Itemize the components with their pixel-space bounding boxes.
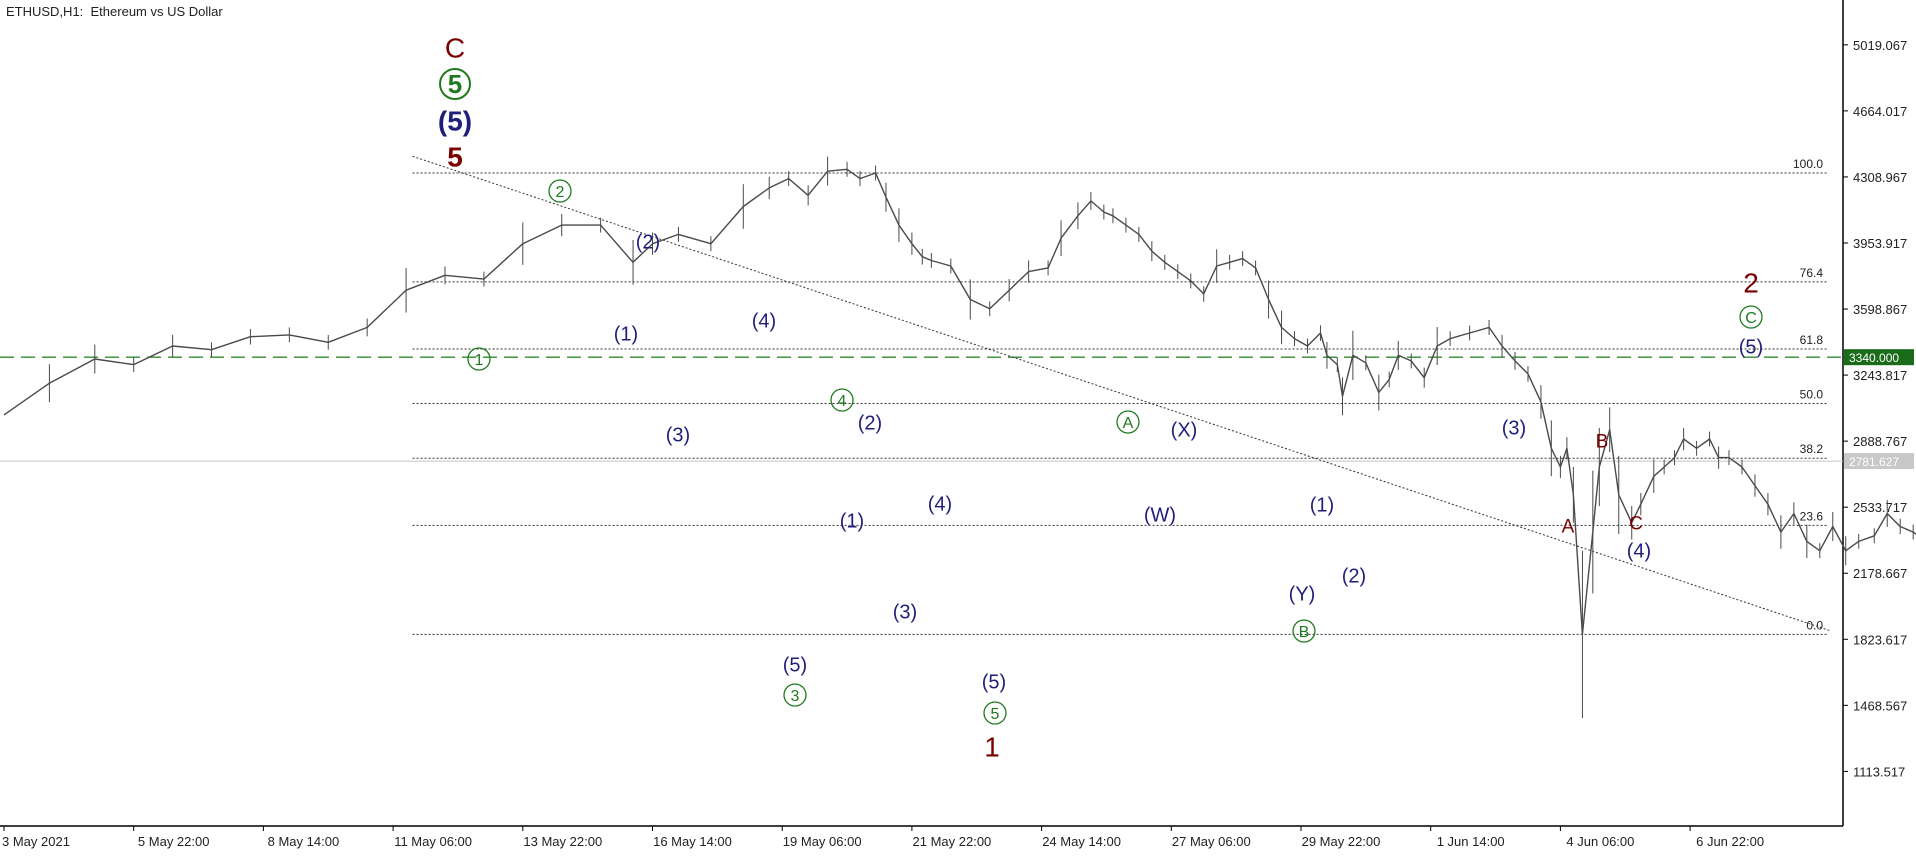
x-tick-label: 27 May 06:00 bbox=[1172, 834, 1251, 849]
x-tick-label: 8 May 14:00 bbox=[268, 834, 340, 849]
wave-label: B bbox=[1299, 624, 1310, 641]
fib-level-label: 76.4 bbox=[1800, 266, 1824, 280]
y-tick-label: 2178.667 bbox=[1853, 566, 1907, 581]
wave-label-circle bbox=[1739, 305, 1763, 329]
fib-level-label: 61.8 bbox=[1800, 333, 1824, 347]
current-price-badge-label: 2781.627 bbox=[1849, 455, 1899, 469]
wave-label-circle bbox=[983, 701, 1007, 725]
wave-label: (X) bbox=[1171, 420, 1198, 442]
wave-label: C bbox=[1745, 310, 1757, 327]
y-tick-label: 4664.017 bbox=[1853, 104, 1907, 119]
wave-label: (5) bbox=[1739, 337, 1763, 359]
wave-label: 5 bbox=[447, 141, 463, 172]
chart-title: ETHUSD,H1: Ethereum vs US Dollar bbox=[6, 4, 223, 19]
wave-label: (3) bbox=[666, 425, 690, 447]
target-level-badge bbox=[1844, 349, 1914, 366]
wave-label: 3 bbox=[791, 688, 800, 705]
wave-label-circle bbox=[548, 179, 572, 203]
x-tick-label: 29 May 22:00 bbox=[1302, 834, 1381, 849]
wave-label: 1 bbox=[475, 352, 484, 369]
wave-label: A bbox=[1123, 415, 1134, 432]
x-tick-label: 6 Jun 22:00 bbox=[1696, 834, 1764, 849]
wave-label: 5 bbox=[991, 706, 1000, 723]
x-tick-label: 1 Jun 14:00 bbox=[1437, 834, 1505, 849]
x-tick-label: 11 May 06:00 bbox=[394, 834, 472, 849]
wave-label: A bbox=[1562, 516, 1575, 537]
target-level-badge-label: 3340.000 bbox=[1849, 351, 1899, 365]
wave-label: (5) bbox=[783, 655, 807, 677]
x-tick-label: 24 May 14:00 bbox=[1042, 834, 1121, 849]
wave-label: C bbox=[1629, 513, 1643, 534]
wave-label: (W) bbox=[1144, 505, 1176, 527]
wave-label-circle bbox=[467, 347, 491, 371]
wave-label: (2) bbox=[858, 413, 882, 435]
wave-label-circle bbox=[783, 683, 807, 707]
current-price-badge bbox=[1844, 453, 1914, 470]
wave-label: (2) bbox=[636, 232, 660, 254]
y-tick-label: 1113.517 bbox=[1853, 764, 1905, 779]
wave-label: 4 bbox=[838, 393, 847, 410]
x-tick-label: 21 May 22:00 bbox=[913, 834, 992, 849]
y-tick-label: 4308.967 bbox=[1853, 170, 1907, 185]
y-tick-label: 1823.617 bbox=[1853, 632, 1907, 647]
wave-label: 2 bbox=[1743, 267, 1759, 298]
x-tick-label: 16 May 14:00 bbox=[653, 834, 732, 849]
wave-label: (3) bbox=[1502, 418, 1526, 440]
x-tick-label: 4 Jun 06:00 bbox=[1566, 834, 1634, 849]
wave-label: (1) bbox=[840, 511, 864, 533]
wave-label: (5) bbox=[438, 105, 472, 136]
y-tick-label: 3598.867 bbox=[1853, 302, 1907, 317]
wave-label: (5) bbox=[982, 672, 1006, 694]
y-tick-label: 3953.917 bbox=[1853, 236, 1907, 251]
wave-label: C bbox=[445, 32, 465, 63]
fib-level-label: 23.6 bbox=[1800, 509, 1824, 523]
fib-level-label: 100.0 bbox=[1793, 157, 1823, 171]
wave-label: (2) bbox=[1342, 566, 1366, 588]
fib-level-label: 0.0 bbox=[1806, 618, 1823, 632]
price-series-line bbox=[3, 168, 1916, 636]
wave-label: 5 bbox=[448, 69, 462, 99]
y-tick-label: 3243.817 bbox=[1853, 368, 1907, 383]
y-tick-label: 2888.767 bbox=[1853, 434, 1907, 449]
wave-label: (3) bbox=[893, 602, 917, 624]
wave-label-circle bbox=[1116, 410, 1140, 434]
x-tick-label: 19 May 06:00 bbox=[783, 834, 862, 849]
x-tick-label: 13 May 22:00 bbox=[523, 834, 602, 849]
wave-label: (1) bbox=[1310, 495, 1334, 517]
wave-label: (4) bbox=[752, 311, 776, 333]
y-tick-label: 1468.567 bbox=[1853, 698, 1907, 713]
wave-label: B bbox=[1596, 431, 1609, 452]
fib-level-label: 50.0 bbox=[1800, 388, 1824, 402]
wave-label-circle bbox=[830, 388, 854, 412]
y-tick-label: 5019.067 bbox=[1853, 38, 1907, 53]
x-tick-label: 3 May 2021 bbox=[2, 834, 70, 849]
wave-label-circle bbox=[439, 68, 471, 100]
wave-label: (4) bbox=[928, 494, 952, 516]
trendline bbox=[412, 155, 1831, 632]
wave-label: (4) bbox=[1627, 541, 1651, 563]
y-tick-label: 2533.717 bbox=[1853, 500, 1907, 515]
wave-label: 1 bbox=[984, 731, 1000, 762]
wave-label: 2 bbox=[556, 184, 565, 201]
wave-label: (Y) bbox=[1289, 584, 1316, 606]
wave-label: (1) bbox=[614, 324, 638, 346]
fib-level-label: 38.2 bbox=[1800, 442, 1824, 456]
x-tick-label: 5 May 22:00 bbox=[138, 834, 210, 849]
wave-label-circle bbox=[1292, 619, 1316, 643]
